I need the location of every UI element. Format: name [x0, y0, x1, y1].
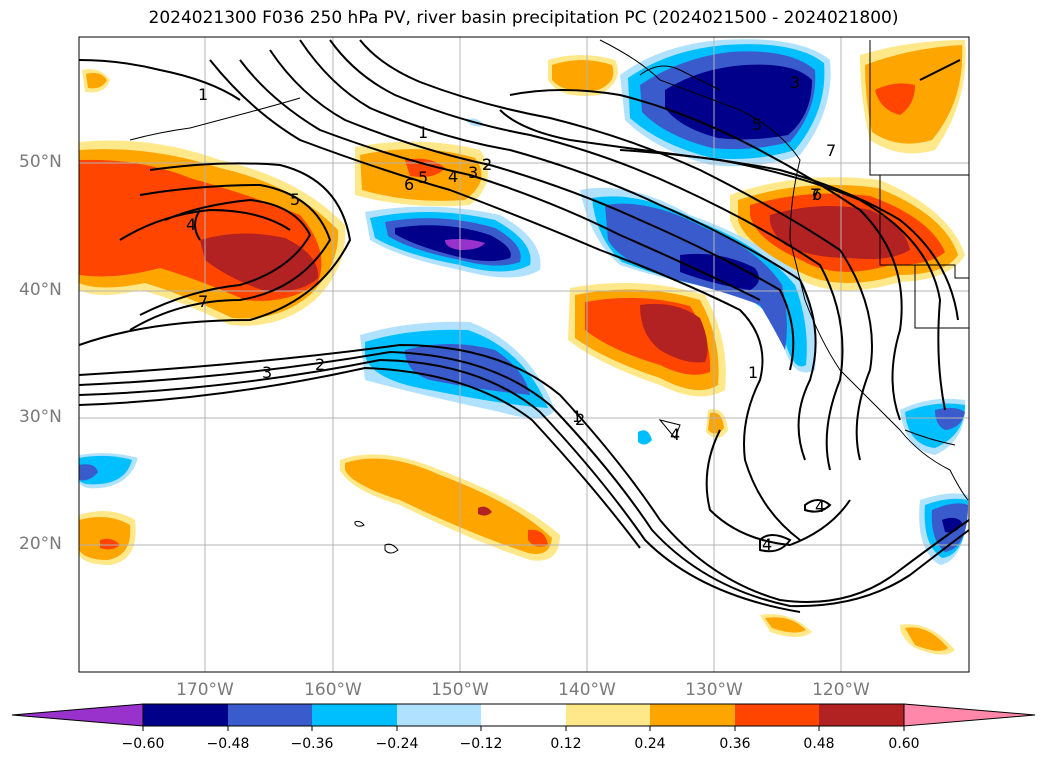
- colorbar-segment: [143, 704, 228, 726]
- lat-label-30n: 30°N: [19, 407, 62, 427]
- colorbar-segment: [650, 704, 735, 726]
- colorbar-tick-label: 0.36: [719, 736, 751, 752]
- colorbar-segment: [397, 704, 481, 726]
- lon-label-170w: 170°W: [176, 680, 234, 700]
- contour-label: 4: [448, 167, 458, 186]
- colorbar: [11, 703, 1036, 731]
- map-title: 2024021300 F036 250 hPa PV, river basin …: [148, 8, 899, 28]
- contour-label: 6: [812, 185, 822, 204]
- colorbar-tick-label: −0.60: [121, 736, 165, 752]
- colorbar-tick-label: 0.60: [888, 736, 920, 752]
- lon-label-130w: 130°W: [685, 680, 743, 700]
- purple-fill: [445, 239, 485, 250]
- colorbar-tick-label: −0.48: [206, 736, 250, 752]
- colorbar-min-arrow: [11, 703, 144, 727]
- contour-label: 1: [418, 123, 428, 142]
- colorbar-segment: [735, 704, 819, 726]
- contour-label: 3: [790, 73, 800, 92]
- lon-label-150w: 150°W: [431, 680, 489, 700]
- contour-label: 1: [748, 363, 758, 382]
- colorbar-segment: [566, 704, 650, 726]
- contour-label: 2: [315, 355, 325, 374]
- colorbar-segment: [228, 704, 312, 726]
- contour-label: 1: [572, 407, 582, 426]
- contour-label: 4: [762, 535, 772, 554]
- contour-label: 1: [198, 85, 208, 104]
- lat-label-20n: 20°N: [19, 534, 62, 554]
- colorbar-segment: [481, 704, 566, 726]
- contour-label: 5: [290, 190, 300, 209]
- dark-blue-fill: [395, 64, 962, 533]
- colorbar-tick-label: 0.24: [634, 736, 666, 752]
- colorbar-tick-label: −0.24: [375, 736, 419, 752]
- colorbar-segment: [819, 704, 904, 726]
- contour-label-group: 1 2 3 4 5 6 7 1 5 4 3 2 5 7 3 2 1 1 7 6 …: [186, 73, 836, 554]
- contour-label: 2: [482, 155, 492, 174]
- colorbar-outline: [142, 703, 905, 727]
- contour-label: 5: [418, 168, 428, 187]
- contour-label: 4: [815, 497, 825, 516]
- dark-red-fill: [200, 206, 910, 516]
- colorbar-tick-label: 0.12: [550, 736, 582, 752]
- lon-label-120w: 120°W: [812, 680, 870, 700]
- contour-label: 2: [482, 155, 492, 174]
- colorbar-tick-label: −0.36: [290, 736, 334, 752]
- contour-label: 4: [670, 425, 680, 444]
- contour-label: 4: [186, 215, 196, 234]
- map-frame: [78, 36, 970, 673]
- colorbar-segment: [312, 704, 397, 726]
- contour-label: 5: [752, 115, 762, 134]
- map-background: [79, 37, 969, 672]
- contour-label: 2: [575, 410, 585, 429]
- contour-label: 3: [468, 163, 478, 182]
- contour-label: 3: [262, 363, 272, 382]
- lon-label-140w: 140°W: [558, 680, 616, 700]
- contour-label: 7: [198, 292, 208, 311]
- colorbar-max-arrow: [903, 703, 1036, 727]
- lat-label-40n: 40°N: [19, 280, 62, 300]
- contour-label: 7: [810, 185, 820, 204]
- colorbar-tick-label: 0.48: [803, 736, 835, 752]
- lat-label-50n: 50°N: [19, 152, 62, 172]
- lon-label-160w: 160°W: [304, 680, 362, 700]
- contour-label: 7: [826, 141, 836, 160]
- pv-contours: [79, 39, 969, 613]
- colorbar-tick-label: −0.12: [459, 736, 503, 752]
- contour-label: 6: [404, 175, 414, 194]
